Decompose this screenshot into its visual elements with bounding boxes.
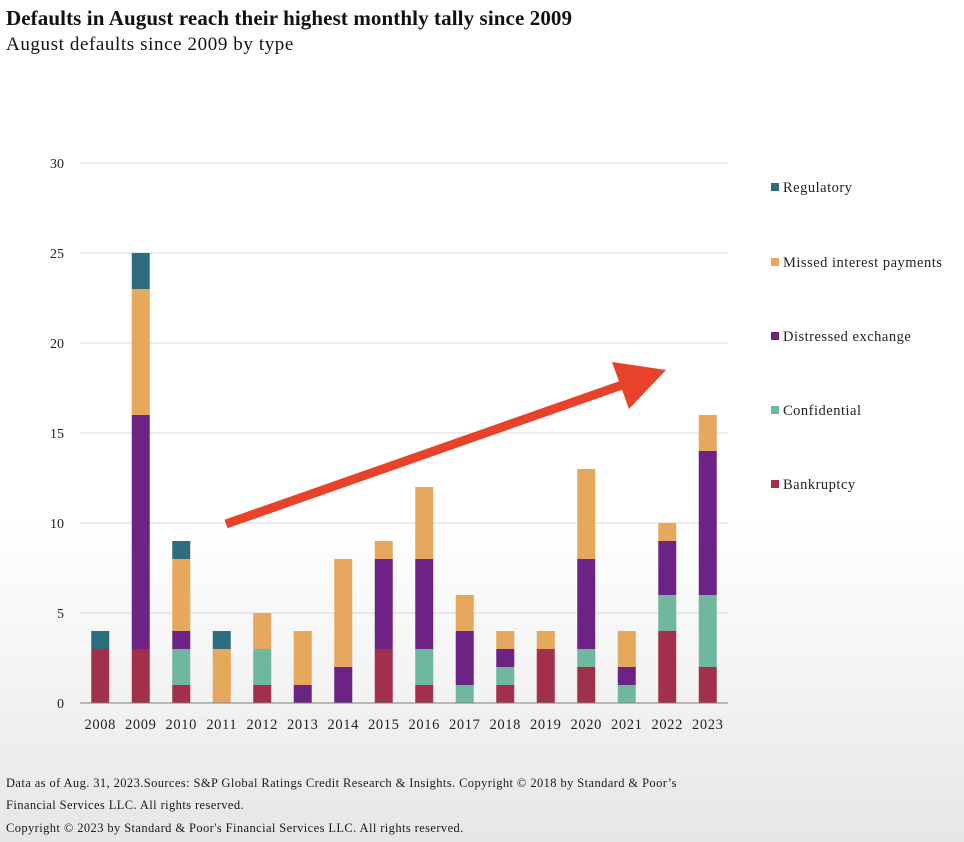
bar-segment-missed-interest-payments (334, 559, 353, 667)
bar-segment-distressed-exchange (617, 667, 636, 685)
bar-segment-missed-interest-payments (658, 523, 677, 541)
bar-segment-bankruptcy (698, 667, 717, 703)
source-note-line-2: Financial Services LLC. All rights reser… (6, 798, 245, 812)
bar-segment-bankruptcy (415, 685, 434, 703)
legend-label: Bankruptcy (783, 477, 856, 493)
trend-arrow (224, 362, 666, 529)
bar-segment-confidential (698, 595, 717, 667)
bar-segment-distressed-exchange (698, 451, 717, 595)
bar-segment-missed-interest-payments (253, 613, 272, 649)
y-axis-ticks: 0 5 10 15 20 25 30 (50, 157, 64, 712)
bar-segment-missed-interest-payments (617, 631, 636, 667)
bar-segment-missed-interest-payments (172, 559, 191, 631)
legend-swatch (771, 332, 779, 340)
bar-segment-distressed-exchange (334, 667, 353, 703)
copyright-note: Copyright © 2023 by Standard & Poor's Fi… (6, 821, 464, 835)
y-tick-label: 30 (50, 157, 64, 172)
legend-swatch (771, 183, 779, 191)
bar-segment-distressed-exchange (415, 559, 434, 649)
legend-label: Confidential (783, 403, 862, 419)
bar-segment-missed-interest-payments (536, 631, 555, 649)
x-tick-label: 2015 (368, 717, 399, 733)
bar-segment-distressed-exchange (131, 415, 150, 649)
bar-segment-missed-interest-payments (374, 541, 393, 559)
bar-segment-distressed-exchange (374, 559, 393, 649)
x-tick-label: 2009 (125, 717, 156, 733)
x-tick-label: 2014 (328, 717, 360, 733)
bar-segment-bankruptcy (91, 649, 110, 703)
bar-segment-bankruptcy (131, 649, 150, 703)
bars (91, 253, 717, 703)
y-tick-label: 10 (50, 517, 64, 532)
bar-segment-distressed-exchange (172, 631, 191, 649)
x-tick-label: 2017 (449, 717, 480, 733)
legend-label: Regulatory (783, 180, 853, 196)
bar-segment-confidential (496, 667, 515, 685)
legend-swatch (771, 480, 779, 488)
x-tick-label: 2019 (530, 717, 561, 733)
bar-segment-distressed-exchange (293, 685, 312, 703)
bar-segment-distressed-exchange (496, 649, 515, 667)
x-tick-label: 2011 (206, 717, 237, 733)
bar-segment-confidential (415, 649, 434, 685)
bar-segment-bankruptcy (172, 685, 191, 703)
x-tick-label: 2010 (166, 717, 197, 733)
bar-segment-bankruptcy (253, 685, 272, 703)
bar-segment-confidential (172, 649, 191, 685)
x-tick-label: 2013 (287, 717, 318, 733)
bar-segment-missed-interest-payments (698, 415, 717, 451)
bar-segment-bankruptcy (536, 649, 555, 703)
bar-segment-distressed-exchange (455, 631, 474, 685)
bar-segment-regulatory (172, 541, 191, 559)
bar-segment-missed-interest-payments (293, 631, 312, 685)
bar-segment-regulatory (91, 631, 110, 649)
stacked-bar-chart: 0 5 10 15 20 25 30 2008 2009 2010 2011 2012 2013 201… (50, 157, 942, 733)
x-tick-label: 2016 (409, 717, 440, 733)
source-note-line-1: Data as of Aug. 31, 2023.Sources: S&P Gl… (6, 776, 677, 790)
bar-segment-missed-interest-payments (131, 289, 150, 415)
x-tick-label: 2022 (652, 717, 683, 733)
bar-segment-distressed-exchange (658, 541, 677, 595)
chart-title: Defaults in August reach their highest m… (6, 6, 573, 30)
x-tick-label: 2023 (692, 717, 723, 733)
bar-segment-confidential (577, 649, 596, 667)
bar-segment-confidential (455, 685, 474, 703)
y-tick-label: 25 (50, 247, 64, 262)
bar-segment-missed-interest-payments (577, 469, 596, 559)
legend-label: Missed interest payments (783, 255, 942, 271)
x-axis-ticks: 2008 2009 2010 2011 2012 2013 2014 2015 2016 2017… (85, 717, 723, 733)
bar-segment-bankruptcy (374, 649, 393, 703)
bar-segment-confidential (253, 649, 272, 685)
y-tick-label: 20 (50, 337, 64, 352)
bar-segment-missed-interest-payments (415, 487, 434, 559)
x-tick-label: 2021 (611, 717, 642, 733)
bar-segment-confidential (658, 595, 677, 631)
x-tick-label: 2008 (85, 717, 116, 733)
bar-segment-confidential (617, 685, 636, 703)
bar-segment-missed-interest-payments (212, 649, 231, 703)
bar-segment-bankruptcy (496, 685, 515, 703)
y-tick-label: 0 (57, 697, 64, 712)
legend-label: Distressed exchange (783, 329, 911, 345)
bar-segment-missed-interest-payments (455, 595, 474, 631)
y-tick-label: 5 (57, 607, 64, 622)
x-tick-label: 2018 (490, 717, 521, 733)
x-tick-label: 2012 (247, 717, 278, 733)
bar-segment-bankruptcy (658, 631, 677, 703)
arrow-head (612, 362, 666, 409)
bar-segment-bankruptcy (577, 667, 596, 703)
y-tick-label: 15 (50, 427, 64, 442)
bar-segment-regulatory (131, 253, 150, 289)
bar-segment-regulatory (212, 631, 231, 649)
legend-swatch (771, 406, 779, 414)
chart-subtitle: August defaults since 2009 by type (6, 34, 294, 55)
bar-segment-distressed-exchange (577, 559, 596, 649)
bar-segment-missed-interest-payments (496, 631, 515, 649)
legend: Regulatory Missed interest payments Distre… (771, 180, 942, 493)
x-tick-label: 2020 (571, 717, 602, 733)
arrow-shaft (224, 380, 624, 529)
legend-swatch (771, 258, 779, 266)
gridlines (80, 162, 728, 614)
